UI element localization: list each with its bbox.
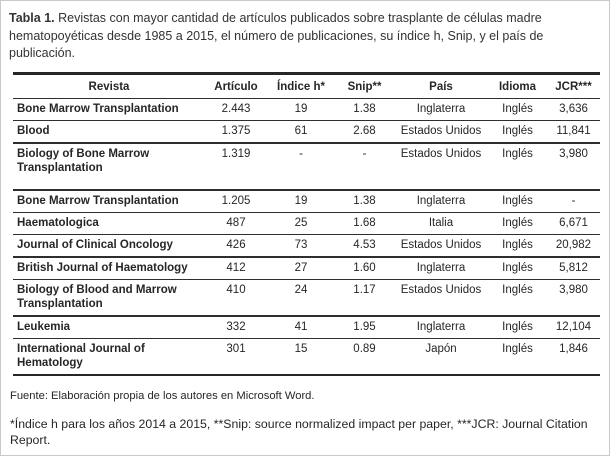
cell-pais: Inglaterra — [394, 315, 488, 339]
cell-articulo: 1.205 — [205, 189, 267, 213]
column-header-revista: Revista — [13, 73, 205, 99]
cell-idioma: Inglés — [488, 189, 547, 213]
cell-idioma: Inglés — [488, 279, 547, 317]
table-caption-label: Tabla 1. — [9, 11, 55, 25]
table-caption: Tabla 1. Revistas con mayor cantidad de … — [9, 10, 603, 63]
cell-pais: Estados Unidos — [394, 279, 488, 317]
cell-jcr: 6,671 — [547, 212, 600, 235]
table-row: British Journal of Haematology 412 27 1.… — [13, 256, 600, 280]
column-header-articulo: Artículo — [205, 73, 267, 99]
paper-table-figure: Tabla 1. Revistas con mayor cantidad de … — [1, 1, 609, 448]
table-caption-text: Revistas con mayor cantidad de artículos… — [9, 11, 544, 60]
table-row: Biology of Blood and Marrow Transplantat… — [13, 279, 600, 317]
cell-idioma: Inglés — [488, 256, 547, 280]
cell-pais: Estados Unidos — [394, 120, 488, 144]
cell-snip: 1.17 — [335, 279, 394, 317]
table-row: Bone Marrow Transplantation 1.205 19 1.3… — [13, 189, 600, 213]
cell-articulo: 2.443 — [205, 98, 267, 121]
cell-revista: Haematologica — [13, 212, 205, 235]
cell-jcr: 11,841 — [547, 120, 600, 144]
cell-pais: Japón — [425, 342, 457, 355]
journals-table: Revista Artículo Índice h* Snip** País I… — [13, 71, 600, 376]
column-header-idioma: Idioma — [488, 73, 547, 99]
cell-snip: 4.53 — [335, 234, 394, 258]
cell-articulo: 1.319 — [205, 142, 267, 191]
cell-indice-h: 19 — [267, 189, 335, 213]
cell-snip: 2.68 — [335, 120, 394, 144]
table-row: Leukemia 332 41 1.95 Inglaterra Inglés 1… — [13, 315, 600, 339]
cell-idioma: Inglés — [488, 315, 547, 339]
cell-indice-h: - — [267, 142, 335, 191]
cell-revista: Journal of Clinical Oncology — [13, 234, 205, 258]
cell-revista: Bone Marrow Transplantation — [13, 189, 205, 213]
table-row: Biology of Bone Marrow Transplantation 1… — [13, 142, 600, 191]
cell-indice-h: 15 — [294, 342, 308, 355]
cell-idioma: Inglés — [488, 142, 547, 191]
cell-articulo: 332 — [205, 315, 267, 339]
cell-indice-h: 19 — [267, 98, 335, 121]
cell-indice-h: 25 — [267, 212, 335, 235]
cell-revista: International Journal of Hematology — [17, 342, 145, 369]
cell-idioma: Inglés — [488, 234, 547, 258]
table-row: International Journal of Hematology 301 … — [13, 338, 600, 375]
cell-articulo: 410 — [205, 279, 267, 317]
cell-snip: 1.95 — [335, 315, 394, 339]
cell-snip: 1.68 — [335, 212, 394, 235]
header-row: Revista Artículo Índice h* Snip** País I… — [13, 73, 600, 99]
cell-idioma: Inglés — [502, 342, 533, 355]
cell-snip: 1.38 — [335, 98, 394, 121]
cell-indice-h: 61 — [267, 120, 335, 144]
cell-pais: Inglaterra — [394, 256, 488, 280]
cell-articulo: 412 — [205, 256, 267, 280]
column-header-snip: Snip** — [335, 73, 394, 99]
table-row: Haematologica 487 25 1.68 Italia Inglés … — [13, 212, 600, 235]
cell-revista: Biology of Bone Marrow Transplantation — [13, 142, 205, 191]
source-note: Fuente: Elaboración propia de los autore… — [10, 389, 315, 402]
footnotes: *Índice h para los años 2014 a 2015, **S… — [10, 416, 588, 447]
cell-jcr: 3,980 — [547, 279, 600, 317]
cell-pais: Inglaterra — [394, 189, 488, 213]
cell-jcr: 12,104 — [547, 315, 600, 339]
table-header: Revista Artículo Índice h* Snip** País I… — [13, 73, 600, 99]
cell-idioma: Inglés — [488, 120, 547, 144]
cell-idioma: Inglés — [488, 98, 547, 121]
cell-snip: 1.38 — [335, 189, 394, 213]
cell-snip: 0.89 — [353, 342, 376, 355]
cell-revista: Bone Marrow Transplantation — [13, 98, 205, 121]
cell-indice-h: 73 — [267, 234, 335, 258]
cell-revista: Biology of Blood and Marrow Transplantat… — [13, 279, 205, 317]
column-header-indice-h: Índice h* — [267, 73, 335, 99]
column-header-pais: País — [394, 73, 488, 99]
cell-snip: 1.60 — [335, 256, 394, 280]
cell-indice-h: 41 — [267, 315, 335, 339]
cell-articulo: 301 — [226, 342, 246, 355]
cell-jcr: 1,846 — [559, 342, 588, 355]
table-row: Bone Marrow Transplantation 2.443 19 1.3… — [13, 98, 600, 121]
cell-snip: - — [335, 142, 394, 191]
cell-articulo: 1.375 — [205, 120, 267, 144]
cell-pais: Italia — [394, 212, 488, 235]
table-row: Journal of Clinical Oncology 426 73 4.53… — [13, 234, 600, 258]
cell-articulo: 426 — [205, 234, 267, 258]
cell-jcr: 5,812 — [547, 256, 600, 280]
cell-indice-h: 27 — [267, 256, 335, 280]
cell-revista: Blood — [13, 120, 205, 144]
table-body: Bone Marrow Transplantation 2.443 19 1.3… — [13, 98, 600, 375]
cell-jcr: 3,636 — [547, 98, 600, 121]
cell-pais: Inglaterra — [394, 98, 488, 121]
cell-indice-h: 24 — [267, 279, 335, 317]
cell-idioma: Inglés — [488, 212, 547, 235]
column-header-jcr: JCR*** — [547, 73, 600, 99]
cell-jcr: 3,980 — [547, 142, 600, 191]
cell-pais: Estados Unidos — [394, 142, 488, 191]
cell-revista: British Journal of Haematology — [13, 256, 205, 280]
cell-articulo: 487 — [205, 212, 267, 235]
cell-revista: Leukemia — [13, 315, 205, 339]
cell-pais: Estados Unidos — [394, 234, 488, 258]
cell-jcr: - — [547, 189, 600, 213]
table-row: Blood 1.375 61 2.68 Estados Unidos Inglé… — [13, 120, 600, 144]
cell-jcr: 20,982 — [547, 234, 600, 258]
